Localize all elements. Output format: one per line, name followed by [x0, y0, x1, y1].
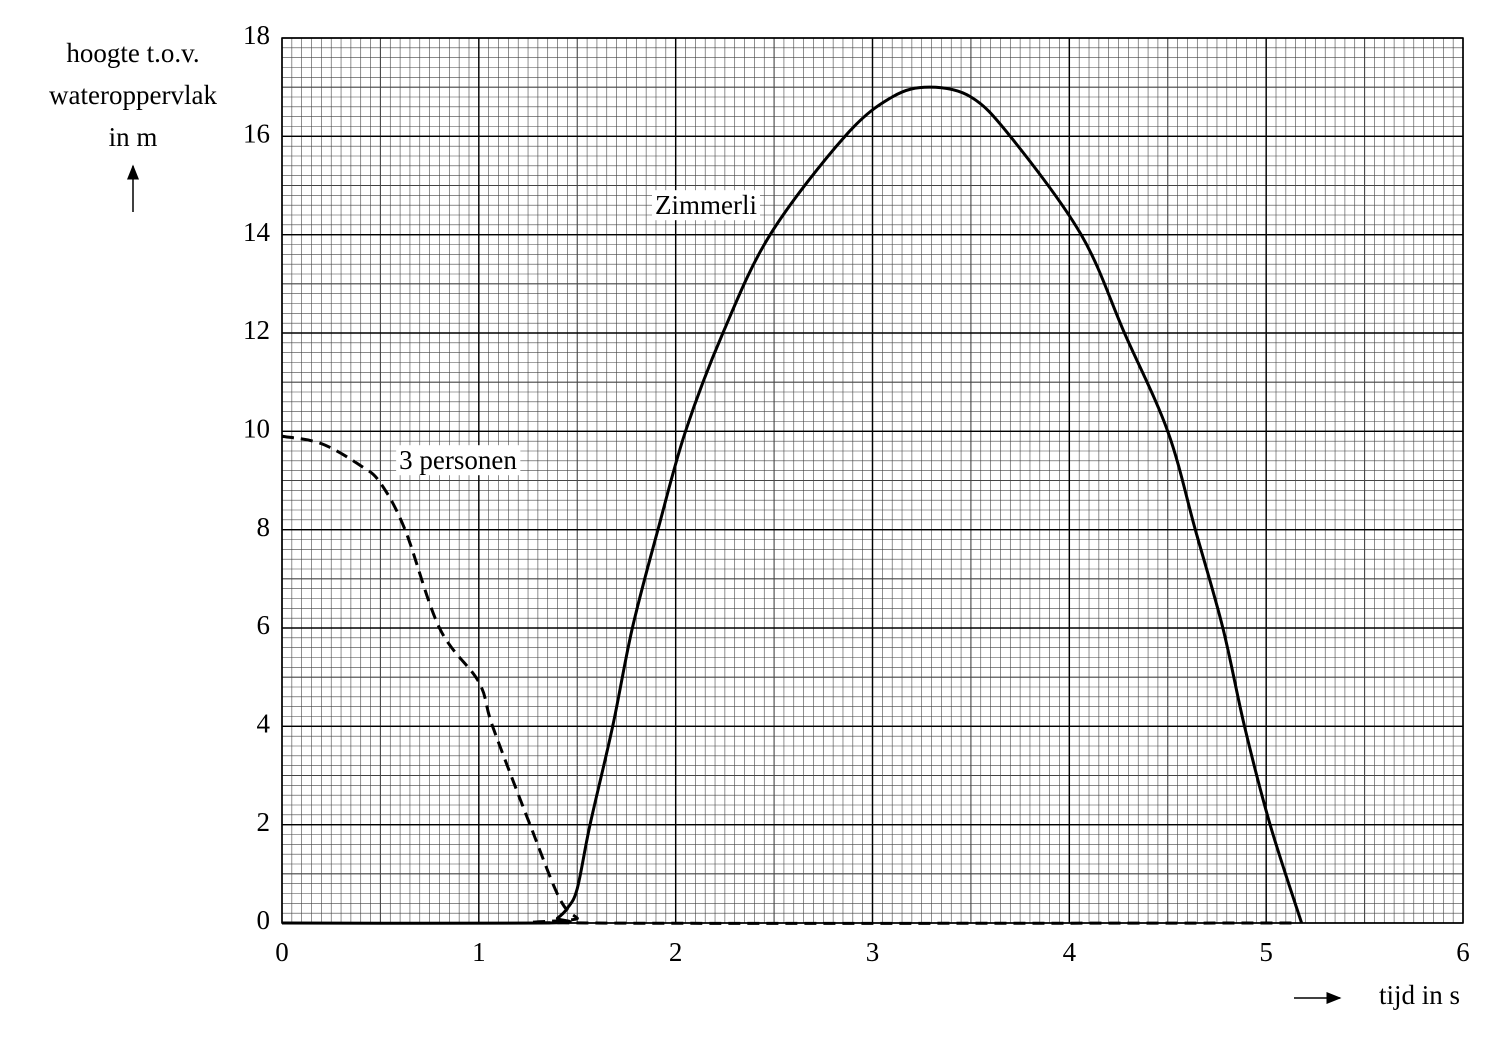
- x-tick-label: 3: [866, 937, 880, 967]
- y-axis-label: hoogte t.o.v.: [66, 38, 199, 68]
- x-tick-label: 1: [472, 937, 486, 967]
- x-tick-label: 4: [1063, 937, 1077, 967]
- y-tick-label: 18: [243, 20, 270, 50]
- y-tick-label: 10: [243, 414, 270, 444]
- x-tick-label: 5: [1259, 937, 1273, 967]
- y-tick-label: 14: [243, 217, 271, 247]
- line-series: [281, 85, 1304, 925]
- y-axis-label: in m: [109, 122, 158, 152]
- x-axis-label: tijd in s: [1379, 980, 1460, 1010]
- y-axis-label: wateroppervlak: [49, 80, 217, 110]
- series-label: Zimmerli: [655, 190, 757, 220]
- y-tick-label: 2: [257, 807, 271, 837]
- y-tick-label: 12: [243, 315, 270, 345]
- y-tick-label: 0: [257, 905, 271, 935]
- line-series: [281, 434, 1296, 925]
- series-label-bg: [652, 190, 760, 221]
- y-tick-label: 16: [243, 119, 270, 149]
- y-tick-label: 8: [257, 512, 271, 542]
- x-tick-label: 6: [1456, 937, 1470, 967]
- series-label-bg: [396, 445, 521, 476]
- series-label: 3 personen: [399, 445, 517, 475]
- x-tick-label: 0: [275, 937, 289, 967]
- x-tick-label: 2: [669, 937, 683, 967]
- y-tick-label: 4: [257, 709, 271, 739]
- grid: [281, 37, 1464, 924]
- y-tick-label: 6: [257, 610, 271, 640]
